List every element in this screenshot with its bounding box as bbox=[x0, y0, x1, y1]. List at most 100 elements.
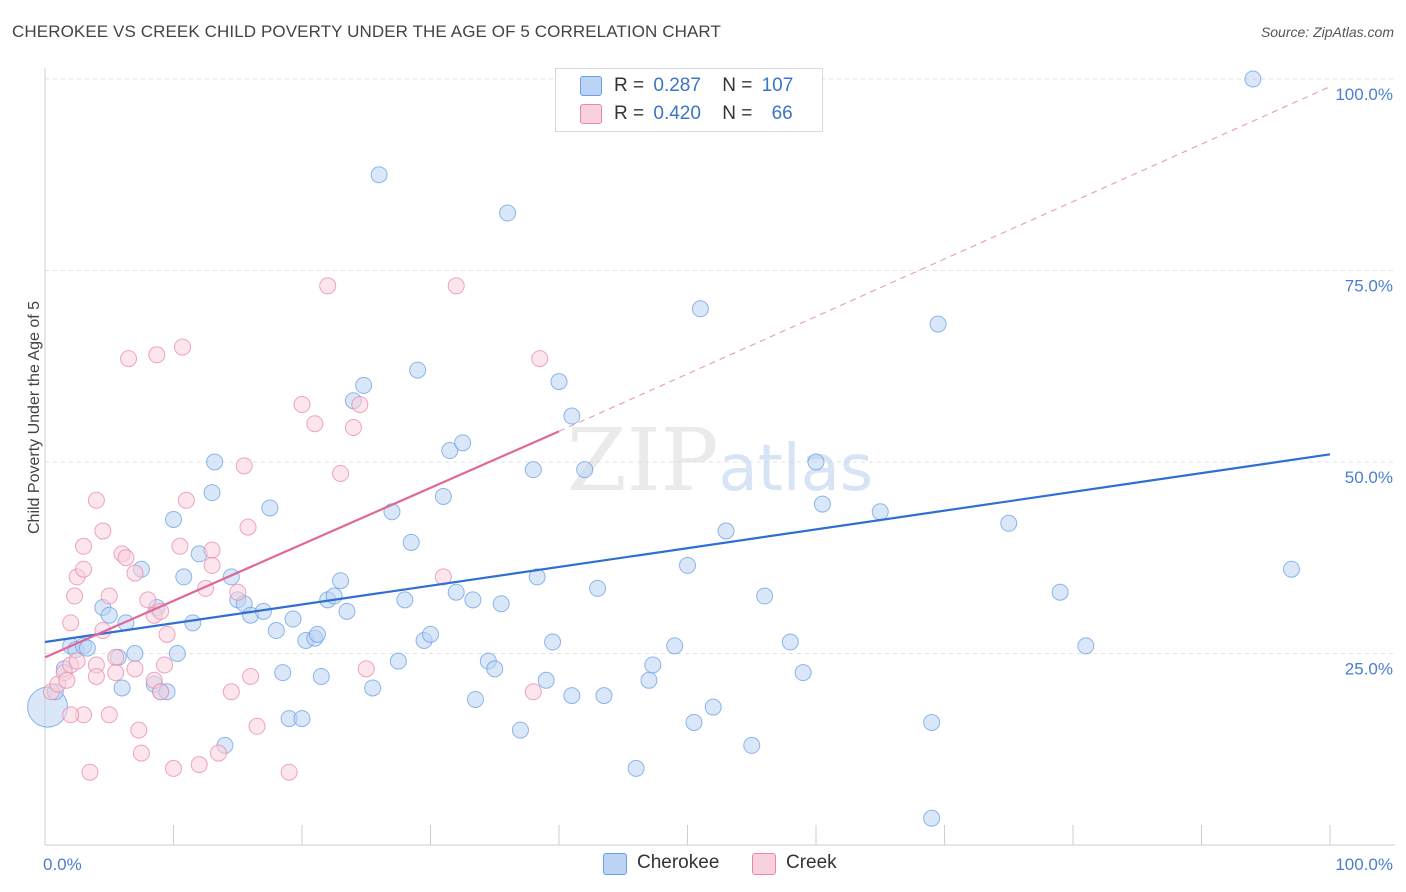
cherokee-point bbox=[338, 602, 356, 620]
cherokee-point bbox=[871, 503, 889, 521]
creek-point bbox=[235, 457, 253, 475]
creek-point bbox=[173, 338, 191, 356]
creek-point bbox=[81, 763, 99, 781]
creek-point bbox=[87, 491, 105, 509]
cherokee-point bbox=[312, 667, 330, 685]
legend-n-label: N = bbox=[722, 75, 753, 96]
cherokee-point bbox=[184, 614, 202, 632]
cherokee-point bbox=[409, 361, 427, 379]
cherokee-point bbox=[78, 639, 96, 657]
cherokee-point bbox=[781, 633, 799, 651]
cherokee-point bbox=[267, 622, 285, 640]
creek-point bbox=[107, 648, 125, 666]
tick-labels: 25.0% 50.0% 75.0% 100.0% 0.0% 100.0% bbox=[43, 85, 1393, 874]
data-points bbox=[27, 70, 1300, 827]
creek-point bbox=[156, 656, 174, 674]
cherokee-point bbox=[550, 373, 568, 391]
creek-point bbox=[62, 706, 80, 724]
cherokee-point bbox=[528, 568, 546, 586]
creek-point bbox=[139, 591, 157, 609]
cherokee-point bbox=[486, 660, 504, 678]
legend-label-cherokee: Cherokee bbox=[637, 852, 720, 873]
creek-trend-line bbox=[44, 430, 560, 659]
cherokee-point bbox=[595, 687, 613, 705]
y-tick-label: 25.0% bbox=[1345, 660, 1393, 679]
cherokee-point bbox=[627, 759, 645, 777]
legend-swatch-creek bbox=[752, 853, 776, 875]
creek-point bbox=[152, 683, 170, 701]
legend-n-value: 107 bbox=[761, 75, 794, 96]
cherokee-point bbox=[126, 645, 144, 662]
cherokee-point bbox=[679, 556, 696, 574]
creek-point bbox=[120, 350, 138, 368]
creek-point bbox=[351, 396, 369, 414]
creek-point bbox=[66, 587, 84, 605]
cherokee-point bbox=[168, 645, 186, 662]
creek-point bbox=[177, 491, 195, 509]
cherokee-point bbox=[402, 533, 420, 551]
source-label: Source: ZipAtlas.com bbox=[1260, 24, 1394, 40]
x-tick-label: 100.0% bbox=[1335, 855, 1393, 874]
cherokee-point bbox=[466, 690, 484, 708]
creek-point bbox=[75, 560, 93, 578]
cherokee-point bbox=[1244, 70, 1262, 88]
cherokee-point bbox=[929, 315, 947, 333]
cherokee-point bbox=[1077, 637, 1095, 655]
creek-point bbox=[130, 721, 148, 739]
cherokee-point bbox=[923, 713, 941, 731]
cherokee-point bbox=[434, 487, 452, 505]
cherokee-point bbox=[704, 698, 722, 716]
cherokee-point bbox=[499, 204, 517, 222]
x-tick-label: 0.0% bbox=[43, 855, 82, 874]
creek-point bbox=[171, 537, 189, 555]
legend-r-label: R = bbox=[614, 103, 645, 124]
legend-n-value: 66 bbox=[771, 103, 793, 124]
creek-point bbox=[203, 556, 221, 574]
creek-point bbox=[165, 759, 182, 777]
creek-point bbox=[357, 660, 375, 678]
creek-point bbox=[100, 706, 118, 724]
cherokee-point bbox=[794, 664, 812, 682]
creek-trend-extension bbox=[558, 86, 1331, 432]
creek-point bbox=[239, 518, 257, 536]
cherokee-point bbox=[1000, 514, 1018, 532]
cherokee-point bbox=[1282, 560, 1300, 578]
creek-point bbox=[94, 522, 112, 540]
cherokee-point bbox=[447, 583, 465, 601]
creek-point bbox=[319, 277, 337, 295]
cherokee-point bbox=[576, 461, 594, 479]
cherokee-point bbox=[100, 606, 118, 624]
cherokee-point bbox=[203, 484, 221, 502]
cherokee-point bbox=[524, 461, 542, 479]
cherokee-point bbox=[1051, 583, 1069, 601]
creek-point bbox=[242, 667, 260, 685]
creek-point bbox=[58, 671, 76, 689]
creek-point bbox=[126, 660, 144, 678]
creek-point bbox=[306, 415, 324, 433]
cherokee-point bbox=[923, 809, 941, 827]
chart-title: CHEROKEE VS CREEK CHILD POVERTY UNDER TH… bbox=[12, 22, 721, 41]
legend-r-label: R = bbox=[614, 75, 645, 96]
creek-point bbox=[344, 419, 362, 437]
creek-point bbox=[158, 625, 176, 643]
y-tick-label: 75.0% bbox=[1345, 277, 1393, 296]
cherokee-point bbox=[691, 300, 709, 318]
creek-point bbox=[209, 744, 227, 762]
cherokee-point bbox=[464, 591, 482, 609]
cherokee-point bbox=[454, 434, 472, 452]
creek-point bbox=[75, 537, 93, 555]
cherokee-point bbox=[492, 595, 510, 613]
cherokee-point bbox=[165, 510, 182, 528]
creek-point bbox=[87, 667, 105, 685]
creek-point bbox=[280, 763, 298, 781]
cherokee-point bbox=[807, 453, 825, 471]
cherokee-point bbox=[544, 633, 562, 651]
cherokee-point bbox=[743, 736, 761, 754]
cherokee-point bbox=[206, 453, 224, 471]
cherokee-point bbox=[355, 376, 373, 394]
cherokee-trend-line bbox=[44, 453, 1331, 644]
cherokee-point bbox=[563, 407, 581, 425]
cherokee-point bbox=[644, 656, 662, 674]
cherokee-point bbox=[813, 495, 831, 513]
